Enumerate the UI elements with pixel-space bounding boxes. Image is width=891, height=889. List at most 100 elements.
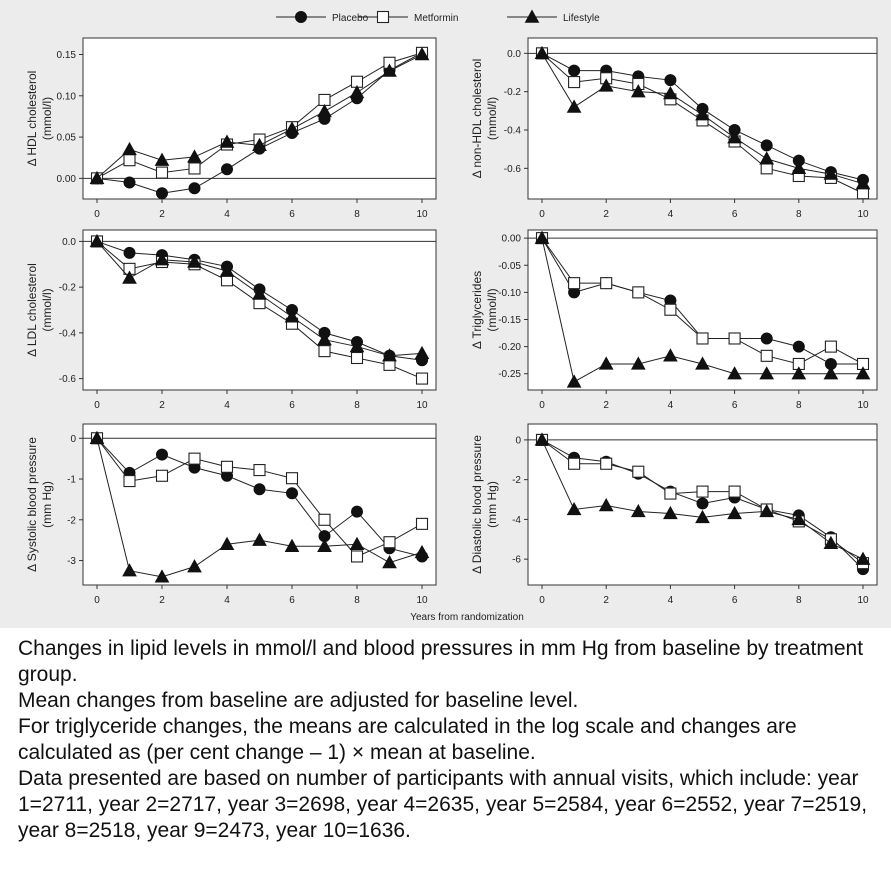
y-tick-label: -0.25 xyxy=(498,369,521,380)
series-lifestyle xyxy=(534,230,871,388)
y-axis-label-line: (mm Hg) xyxy=(40,481,54,528)
data-point xyxy=(566,501,582,516)
data-point xyxy=(598,78,614,92)
x-tick-label: 10 xyxy=(416,209,428,220)
data-point xyxy=(791,511,807,526)
y-tick-label: -6 xyxy=(512,555,521,566)
data-point xyxy=(317,332,332,346)
y-axis-label-line: Δ LDL cholesterol xyxy=(25,263,39,357)
x-tick-label: 2 xyxy=(603,209,609,220)
data-point xyxy=(630,503,646,518)
caption-line-4: Data presented are based on number of pa… xyxy=(18,767,868,842)
legend-entry-placebo: Placebo xyxy=(276,11,369,24)
data-point xyxy=(414,544,430,559)
x-tick-label: 6 xyxy=(289,400,295,411)
data-point xyxy=(284,121,300,135)
data-point xyxy=(219,536,235,550)
data-point xyxy=(123,176,136,189)
y-tick-label: 0.05 xyxy=(57,133,77,144)
plot-area xyxy=(82,37,437,200)
data-point xyxy=(760,332,773,345)
data-point xyxy=(598,356,614,370)
y-axis-label: Δ non-HDL cholesterol(mmol/l) xyxy=(470,59,499,179)
data-point xyxy=(760,349,773,362)
data-point xyxy=(89,430,105,444)
y-tick-label: -4 xyxy=(512,515,521,526)
x-tick-label: 2 xyxy=(159,209,165,220)
data-point xyxy=(123,246,136,259)
x-tick-label: 10 xyxy=(416,400,428,411)
data-point xyxy=(188,182,201,195)
data-point xyxy=(568,76,581,89)
caption-line-2: Mean changes from baseline are adjusted … xyxy=(18,689,579,712)
data-point xyxy=(349,536,365,550)
y-axis-label: Δ Diastolic blood pressure(mm Hg) xyxy=(470,435,499,574)
data-point xyxy=(414,345,430,360)
y-tick-label: -0.6 xyxy=(59,374,77,385)
data-point xyxy=(382,348,397,362)
chart-panel-6: 0 -2 -4 -6 0 2 4 6 8 10 Δ Diastolic blood pressure… xyxy=(470,423,878,606)
x-tick-label: 0 xyxy=(539,400,545,411)
data-point xyxy=(856,187,870,200)
x-tick-label: 8 xyxy=(354,209,360,220)
data-point xyxy=(760,139,773,152)
data-point xyxy=(759,366,775,380)
series-metformin xyxy=(90,432,429,563)
y-axis-label-line: Δ Systolic blood pressure xyxy=(25,437,39,572)
y-tick-label: -0.15 xyxy=(498,315,521,326)
x-tick-label: 4 xyxy=(668,595,674,606)
caption-line-3: For triglyceride changes, the means are … xyxy=(18,715,797,764)
x-tick-label: 2 xyxy=(159,400,165,411)
y-tick-label: -0.6 xyxy=(504,164,522,175)
data-point xyxy=(534,432,550,446)
y-axis-label-line: Δ Triglycerides xyxy=(470,271,484,349)
y-tick-label: -0.2 xyxy=(59,283,77,294)
data-point xyxy=(155,469,169,482)
data-point xyxy=(253,464,266,477)
data-point xyxy=(188,162,201,175)
data-point xyxy=(792,340,805,353)
y-tick-label: -0.20 xyxy=(498,342,521,353)
data-point xyxy=(824,340,837,353)
data-point xyxy=(122,563,137,577)
x-tick-label: 8 xyxy=(354,595,360,606)
data-point xyxy=(664,74,677,87)
data-point xyxy=(154,252,170,266)
data-point xyxy=(598,497,614,512)
x-tick-label: 0 xyxy=(94,400,100,411)
data-point xyxy=(855,366,871,380)
data-point xyxy=(534,230,550,244)
series-lifestyle xyxy=(89,233,430,362)
x-tick-label: 2 xyxy=(159,595,165,606)
data-point xyxy=(727,130,742,144)
data-point xyxy=(414,46,430,61)
x-axis-label: Years from randomization xyxy=(410,612,524,623)
plot-area xyxy=(82,229,437,391)
y-axis-label-line: Δ HDL cholesterol xyxy=(25,71,39,167)
x-tick-label: 8 xyxy=(796,595,802,606)
data-point xyxy=(284,538,300,552)
x-tick-label: 10 xyxy=(857,400,869,411)
data-point xyxy=(415,372,429,385)
data-point xyxy=(349,84,365,99)
y-axis-label-line: (mmol/l) xyxy=(485,288,499,331)
x-tick-label: 10 xyxy=(857,209,869,220)
data-point xyxy=(663,86,678,100)
x-tick-label: 8 xyxy=(354,400,360,411)
data-point xyxy=(382,63,397,77)
data-point xyxy=(630,356,646,370)
data-point xyxy=(568,457,581,470)
y-axis-label-line: (mmol/l) xyxy=(40,288,54,331)
data-point xyxy=(154,569,170,583)
x-tick-label: 8 xyxy=(796,209,802,220)
y-tick-label: -0.2 xyxy=(504,87,522,98)
data-point xyxy=(823,366,839,380)
x-tick-label: 0 xyxy=(539,209,545,220)
data-point xyxy=(791,366,807,380)
data-point xyxy=(664,487,677,500)
data-point xyxy=(664,303,677,316)
data-point xyxy=(252,137,267,152)
y-tick-label: 0 xyxy=(515,435,521,446)
data-point xyxy=(728,485,741,498)
y-tick-label: 0.15 xyxy=(57,50,77,61)
